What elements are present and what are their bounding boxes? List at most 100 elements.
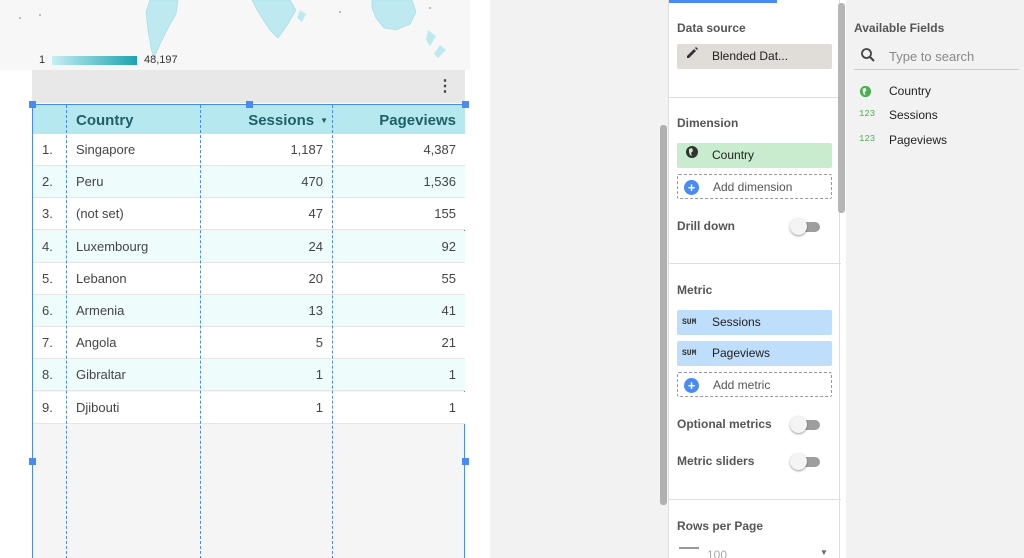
- column-header-country[interactable]: Country: [76, 112, 134, 129]
- aggregation-tag[interactable]: SUM: [682, 318, 697, 327]
- aggregation-tag[interactable]: SUM: [682, 349, 697, 358]
- metric-chip-pageviews[interactable]: SUM Pageviews: [677, 341, 832, 366]
- field-item-pageviews[interactable]: 123 Pageviews: [854, 131, 1019, 151]
- sessions-cell: 470: [301, 174, 323, 190]
- row-index: 3.: [42, 206, 53, 222]
- resize-handle-right[interactable]: [462, 458, 469, 465]
- field-item-sessions[interactable]: 123 Sessions: [854, 106, 1019, 126]
- row-index: 7.: [42, 335, 53, 351]
- table-row[interactable]: 2. Peru 470 1,536: [33, 166, 465, 199]
- report-canvas: 1 48,197 ⋮ Country Sessions ▼ Pageviews 1…: [0, 0, 490, 558]
- optional-metrics-row: Optional metrics: [677, 415, 837, 435]
- column-header-pageviews[interactable]: Pageviews: [379, 112, 456, 129]
- world-map-graphic: [19, 0, 446, 59]
- geo-map-chart[interactable]: 1 48,197: [0, 0, 470, 70]
- divider: [669, 499, 841, 500]
- rows-per-page-select[interactable]: 100 ▼: [677, 545, 832, 558]
- table-row[interactable]: 6. Armenia 13 41: [33, 295, 465, 327]
- plus-icon: +: [684, 180, 699, 195]
- table-row[interactable]: 9. Djibouti 1 1: [33, 391, 465, 424]
- resize-handle-left[interactable]: [29, 458, 36, 465]
- pageviews-cell: 92: [441, 238, 456, 254]
- available-fields-panel: Available Fields Type to search Country …: [846, 0, 1024, 558]
- add-dimension-label: Add dimension: [713, 180, 793, 194]
- pageviews-cell: 41: [441, 303, 456, 318]
- row-index: 8.: [42, 367, 53, 383]
- table-header-row: Country Sessions ▼ Pageviews: [33, 105, 465, 134]
- country-cell: Angola: [76, 335, 117, 351]
- rows-per-page-label: Rows per Page: [677, 519, 764, 533]
- canvas-scrollbar[interactable]: [660, 125, 667, 505]
- country-cell: Lebanon: [76, 270, 127, 286]
- row-index: 4.: [42, 238, 53, 254]
- divider: [669, 263, 841, 264]
- table-row[interactable]: 4. Luxembourg 24 92: [33, 230, 465, 263]
- metric-label: Metric: [677, 283, 713, 297]
- table-rows-icon: [679, 547, 699, 557]
- search-icon: [860, 47, 876, 63]
- field-label: Pageviews: [889, 133, 948, 147]
- country-cell: (not set): [76, 206, 124, 222]
- pageviews-cell: 55: [441, 270, 456, 286]
- data-table[interactable]: Country Sessions ▼ Pageviews 1. Singapore 1…: [32, 104, 465, 558]
- table-row[interactable]: 5. Lebanon 20 55: [33, 262, 465, 295]
- drill-down-toggle[interactable]: [790, 218, 820, 235]
- row-index: 2.: [42, 174, 53, 190]
- table-row[interactable]: 7. Angola 5 21: [33, 327, 465, 360]
- column-guide: [66, 105, 67, 558]
- table-row[interactable]: 8. Gibraltar 1 1: [33, 359, 465, 392]
- metric-sliders-row: Metric sliders: [677, 452, 837, 472]
- country-cell: Armenia: [76, 303, 125, 318]
- canvas-gutter: [490, 0, 668, 558]
- column-header-sessions[interactable]: Sessions ▼: [236, 105, 328, 134]
- add-dimension-button[interactable]: + Add dimension: [677, 174, 832, 199]
- pageviews-cell: 4,387: [423, 142, 456, 157]
- data-source-label: Data source: [677, 21, 746, 35]
- search-placeholder: Type to search: [889, 49, 975, 64]
- chevron-down-icon: ▼: [820, 548, 828, 557]
- more-options-icon[interactable]: ⋮: [437, 78, 453, 95]
- pageviews-cell: 1,536: [423, 174, 456, 190]
- table-toolbar: ⋮: [32, 70, 465, 103]
- country-cell: Djibouti: [76, 399, 120, 415]
- country-cell: Gibraltar: [76, 367, 126, 383]
- column-guide: [200, 105, 201, 558]
- add-metric-button[interactable]: + Add metric: [677, 372, 832, 397]
- row-index: 6.: [42, 303, 53, 318]
- table-row[interactable]: 3. (not set) 47 155: [33, 198, 465, 231]
- legend-max-value: 48,197: [144, 54, 178, 66]
- field-label: Country: [889, 84, 932, 98]
- field-item-country[interactable]: Country: [854, 82, 1019, 102]
- pageviews-cell: 21: [441, 335, 456, 351]
- field-search-input[interactable]: Type to search: [854, 44, 1019, 70]
- metric-name: Pageviews: [712, 346, 771, 360]
- add-metric-label: Add metric: [713, 378, 771, 392]
- dimension-name: Country: [712, 148, 755, 162]
- sessions-cell: 47: [308, 206, 323, 222]
- sort-desc-icon[interactable]: ▼: [320, 116, 328, 125]
- legend-gradient-bar: [52, 56, 137, 65]
- pageviews-cell: 155: [434, 206, 456, 222]
- drill-down-row: Drill down: [677, 217, 837, 237]
- globe-icon: [859, 85, 873, 101]
- table-row[interactable]: 1. Singapore 1,187 4,387: [33, 134, 465, 166]
- drill-down-label: Drill down: [677, 219, 735, 233]
- resize-handle-top-left[interactable]: [29, 101, 36, 108]
- country-cell: Peru: [76, 174, 104, 190]
- resize-handle-top-right[interactable]: [462, 101, 469, 108]
- metric-sliders-toggle[interactable]: [790, 453, 820, 470]
- data-source-chip[interactable]: Blended Dat...: [677, 44, 832, 69]
- pageviews-cell: 1: [448, 399, 456, 415]
- numeric-field-icon: 123: [859, 134, 876, 144]
- optional-metrics-toggle[interactable]: [790, 416, 820, 433]
- pencil-icon[interactable]: [684, 44, 700, 69]
- data-source-name: Blended Dat...: [712, 49, 789, 63]
- resize-handle-top[interactable]: [246, 101, 253, 108]
- legend-min-value: 1: [39, 54, 46, 66]
- metric-chip-sessions[interactable]: SUM Sessions: [677, 310, 832, 335]
- panel-scrollbar[interactable]: [838, 3, 845, 213]
- dimension-chip-country[interactable]: Country: [677, 143, 832, 168]
- sessions-cell: 24: [308, 238, 323, 254]
- country-cell: Luxembourg: [76, 238, 149, 254]
- sessions-cell: 1,187: [290, 142, 323, 157]
